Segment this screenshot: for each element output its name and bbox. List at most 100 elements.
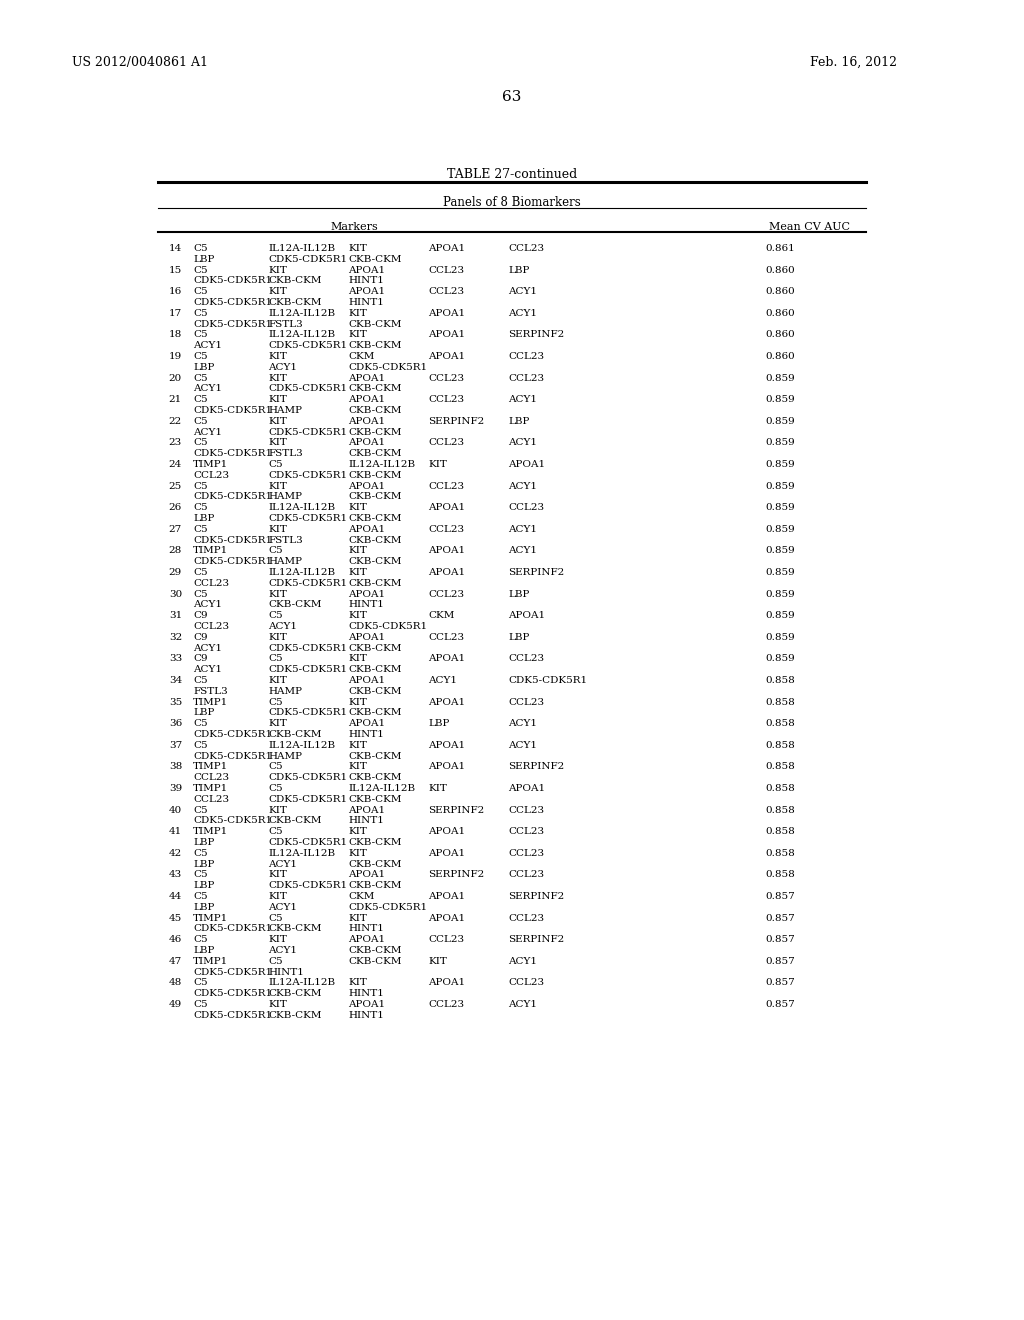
- Text: CCL23: CCL23: [508, 870, 544, 879]
- Text: 16: 16: [169, 288, 182, 296]
- Text: CCL23: CCL23: [428, 395, 464, 404]
- Text: LBP: LBP: [193, 903, 214, 912]
- Text: 34: 34: [169, 676, 182, 685]
- Text: CCL23: CCL23: [428, 438, 464, 447]
- Text: APOA1: APOA1: [348, 438, 385, 447]
- Text: LBP: LBP: [508, 632, 529, 642]
- Text: TIMP1: TIMP1: [193, 546, 228, 556]
- Text: 0.858: 0.858: [765, 697, 795, 706]
- Text: ACY1: ACY1: [268, 946, 297, 954]
- Text: APOA1: APOA1: [348, 288, 385, 296]
- Text: 35: 35: [169, 697, 182, 706]
- Text: C5: C5: [268, 611, 283, 620]
- Text: C9: C9: [193, 611, 208, 620]
- Text: CKB-CKM: CKB-CKM: [348, 578, 401, 587]
- Text: 26: 26: [169, 503, 182, 512]
- Text: IL12A-IL12B: IL12A-IL12B: [348, 784, 415, 793]
- Text: LBP: LBP: [193, 946, 214, 954]
- Text: CDK5-CDK5R1: CDK5-CDK5R1: [268, 384, 347, 393]
- Text: HINT1: HINT1: [348, 1011, 384, 1020]
- Text: C5: C5: [193, 849, 208, 858]
- Text: IL12A-IL12B: IL12A-IL12B: [268, 503, 335, 512]
- Text: CDK5-CDK5R1: CDK5-CDK5R1: [193, 751, 272, 760]
- Text: C5: C5: [193, 935, 208, 944]
- Text: KIT: KIT: [268, 1001, 287, 1008]
- Text: APOA1: APOA1: [428, 309, 465, 318]
- Text: CKB-CKM: CKB-CKM: [348, 957, 401, 966]
- Text: CKB-CKM: CKB-CKM: [348, 665, 401, 675]
- Text: SERPINF2: SERPINF2: [508, 763, 564, 771]
- Text: KIT: KIT: [428, 784, 446, 793]
- Text: APOA1: APOA1: [428, 352, 465, 360]
- Text: 0.860: 0.860: [765, 330, 795, 339]
- Text: LBP: LBP: [428, 719, 450, 729]
- Text: KIT: KIT: [268, 935, 287, 944]
- Text: CKB-CKM: CKB-CKM: [268, 924, 322, 933]
- Text: 0.860: 0.860: [765, 352, 795, 360]
- Text: KIT: KIT: [268, 632, 287, 642]
- Text: CCL23: CCL23: [508, 503, 544, 512]
- Text: APOA1: APOA1: [428, 546, 465, 556]
- Text: 0.858: 0.858: [765, 676, 795, 685]
- Text: CCL23: CCL23: [428, 1001, 464, 1008]
- Text: ACY1: ACY1: [193, 341, 222, 350]
- Text: 40: 40: [169, 805, 182, 814]
- Text: C5: C5: [193, 352, 208, 360]
- Text: 23: 23: [169, 438, 182, 447]
- Text: CKB-CKM: CKB-CKM: [348, 838, 401, 847]
- Text: SERPINF2: SERPINF2: [508, 330, 564, 339]
- Text: CKB-CKM: CKB-CKM: [268, 276, 322, 285]
- Text: C5: C5: [193, 870, 208, 879]
- Text: TIMP1: TIMP1: [193, 459, 228, 469]
- Text: CDK5-CDK5R1: CDK5-CDK5R1: [193, 816, 272, 825]
- Text: C5: C5: [268, 828, 283, 836]
- Text: 0.859: 0.859: [765, 395, 795, 404]
- Text: C5: C5: [193, 741, 208, 750]
- Text: APOA1: APOA1: [428, 741, 465, 750]
- Text: KIT: KIT: [268, 417, 287, 426]
- Text: 32: 32: [169, 632, 182, 642]
- Text: APOA1: APOA1: [348, 374, 385, 383]
- Text: SERPINF2: SERPINF2: [508, 892, 564, 902]
- Text: CKB-CKM: CKB-CKM: [348, 341, 401, 350]
- Text: 0.859: 0.859: [765, 438, 795, 447]
- Text: HAMP: HAMP: [268, 557, 302, 566]
- Text: CDK5-CDK5R1: CDK5-CDK5R1: [348, 363, 427, 372]
- Text: 0.857: 0.857: [765, 978, 795, 987]
- Text: IL12A-IL12B: IL12A-IL12B: [268, 309, 335, 318]
- Text: CCL23: CCL23: [508, 655, 544, 664]
- Text: KIT: KIT: [348, 655, 367, 664]
- Text: C5: C5: [193, 395, 208, 404]
- Text: CDK5-CDK5R1: CDK5-CDK5R1: [193, 276, 272, 285]
- Text: CDK5-CDK5R1: CDK5-CDK5R1: [268, 838, 347, 847]
- Text: KIT: KIT: [268, 805, 287, 814]
- Text: 0.859: 0.859: [765, 503, 795, 512]
- Text: APOA1: APOA1: [508, 784, 545, 793]
- Text: 31: 31: [169, 611, 182, 620]
- Text: 44: 44: [169, 892, 182, 902]
- Text: C5: C5: [193, 265, 208, 275]
- Text: 0.859: 0.859: [765, 374, 795, 383]
- Text: IL12A-IL12B: IL12A-IL12B: [268, 244, 335, 253]
- Text: ACY1: ACY1: [508, 438, 537, 447]
- Text: 0.858: 0.858: [765, 805, 795, 814]
- Text: LBP: LBP: [193, 709, 214, 717]
- Text: 0.859: 0.859: [765, 611, 795, 620]
- Text: ACY1: ACY1: [268, 363, 297, 372]
- Text: CKB-CKM: CKB-CKM: [348, 774, 401, 783]
- Text: Mean CV AUC: Mean CV AUC: [769, 222, 850, 232]
- Text: APOA1: APOA1: [348, 632, 385, 642]
- Text: APOA1: APOA1: [508, 459, 545, 469]
- Text: KIT: KIT: [268, 525, 287, 533]
- Text: C5: C5: [193, 590, 208, 598]
- Text: 41: 41: [169, 828, 182, 836]
- Text: APOA1: APOA1: [348, 395, 385, 404]
- Text: CDK5-CDK5R1: CDK5-CDK5R1: [268, 665, 347, 675]
- Text: CKB-CKM: CKB-CKM: [268, 298, 322, 308]
- Text: CCL23: CCL23: [428, 374, 464, 383]
- Text: 0.859: 0.859: [765, 417, 795, 426]
- Text: ACY1: ACY1: [508, 309, 537, 318]
- Text: Feb. 16, 2012: Feb. 16, 2012: [810, 55, 897, 69]
- Text: CKB-CKM: CKB-CKM: [348, 471, 401, 479]
- Text: ACY1: ACY1: [193, 384, 222, 393]
